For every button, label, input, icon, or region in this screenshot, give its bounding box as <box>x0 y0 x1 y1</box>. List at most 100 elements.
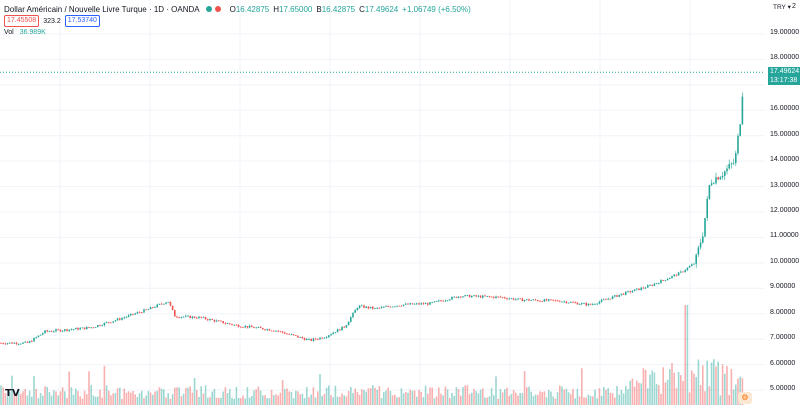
candle-body <box>600 299 603 302</box>
symbol-title[interactable]: Dollar Américain / Nouvelle Livre Turque… <box>4 4 200 14</box>
volume-bar <box>543 391 546 405</box>
volume-bar <box>297 391 299 405</box>
candle-body <box>688 266 691 268</box>
volume-bar <box>501 392 504 405</box>
volume-bar <box>209 397 211 405</box>
candle-body <box>116 318 119 321</box>
volume-bar <box>50 395 53 405</box>
volume-bar <box>561 386 563 405</box>
candle-body <box>642 287 645 289</box>
volume-bar <box>462 387 464 405</box>
candle-body <box>207 319 209 321</box>
candle-body <box>684 270 686 272</box>
volume-bar <box>660 393 662 405</box>
candle-body <box>57 329 59 331</box>
currency-selector[interactable]: TRY ▾ <box>773 4 791 11</box>
candle-body <box>479 295 482 298</box>
volume-bar <box>268 398 271 405</box>
volume-bar <box>581 368 583 405</box>
volume-bar <box>532 396 535 405</box>
candle-body <box>26 341 29 343</box>
candle-body <box>627 291 629 293</box>
volume-bar <box>363 390 365 405</box>
candle-body <box>567 302 570 304</box>
candle-body <box>682 271 684 273</box>
candle-body <box>486 296 488 297</box>
candle-body <box>136 312 139 314</box>
candle-body <box>196 317 198 319</box>
volume-bar <box>574 398 576 405</box>
candle-body <box>537 300 539 301</box>
candle-body <box>204 317 207 320</box>
candle-body <box>11 342 13 344</box>
tradingview-logo-icon[interactable]: TV <box>5 388 20 399</box>
volume-bar <box>70 387 73 405</box>
candle-body <box>35 337 37 338</box>
candle-body <box>4 343 7 345</box>
volume-bar <box>655 384 658 405</box>
buy-button[interactable]: 17.53740 <box>64 15 100 27</box>
candle-body <box>563 301 565 303</box>
candle-body <box>233 324 235 326</box>
volume-bar <box>572 388 574 405</box>
candle-body <box>152 307 154 309</box>
volume-legend[interactable]: Vol 36.989K <box>4 29 46 36</box>
candle-body <box>17 343 20 345</box>
candle-body <box>130 313 132 316</box>
volume-bar <box>640 383 642 405</box>
volume-bar <box>196 390 198 405</box>
volume-bar <box>310 394 312 405</box>
volume-bar <box>431 387 433 405</box>
sell-button[interactable]: 17.45508 <box>4 15 40 27</box>
volume-bar <box>354 388 356 405</box>
volume-bar <box>123 388 125 405</box>
candle-body <box>306 338 308 341</box>
candle-body <box>226 323 229 325</box>
candle-body <box>33 337 35 342</box>
candle-body <box>112 321 114 323</box>
volume-bar <box>671 363 673 405</box>
candle-body <box>72 329 75 330</box>
volume-bar <box>182 393 185 405</box>
volume-bar <box>468 394 471 405</box>
volume-bar <box>191 392 194 405</box>
volume-bar <box>545 397 548 405</box>
candle-body <box>424 303 427 305</box>
volume-bar <box>649 374 651 405</box>
candle-body <box>620 293 623 295</box>
volume-bar <box>334 385 337 405</box>
volume-bar <box>317 391 319 405</box>
settings-icon[interactable]: ⚙ <box>738 392 752 404</box>
volume-bar <box>695 376 697 405</box>
candle-body <box>603 299 605 301</box>
candle-body <box>141 312 143 314</box>
volume-bar <box>644 369 647 405</box>
candle-body <box>53 331 55 333</box>
volume-bar <box>422 397 425 405</box>
volume-bar <box>361 389 363 405</box>
volume-bar <box>187 387 189 405</box>
volume-bar <box>563 389 565 405</box>
volume-bar <box>653 372 656 405</box>
candle-body <box>213 319 216 322</box>
candle-body <box>475 295 477 297</box>
candle-body <box>134 313 136 315</box>
candle-body <box>411 303 414 305</box>
candle-body <box>713 183 715 185</box>
volume-bar <box>728 394 730 405</box>
candle-body <box>572 301 574 303</box>
volume-bar <box>631 378 634 405</box>
candle-body <box>121 318 123 320</box>
volume-bar <box>259 390 262 405</box>
candle-body <box>605 299 607 301</box>
candle-body <box>288 333 290 335</box>
candle-body <box>695 254 697 264</box>
volume-bar <box>732 389 735 405</box>
candle-body <box>163 303 165 305</box>
candle-body <box>235 324 238 326</box>
volume-bar <box>548 389 550 405</box>
volume-bar <box>130 392 132 405</box>
candle-body <box>686 267 689 271</box>
